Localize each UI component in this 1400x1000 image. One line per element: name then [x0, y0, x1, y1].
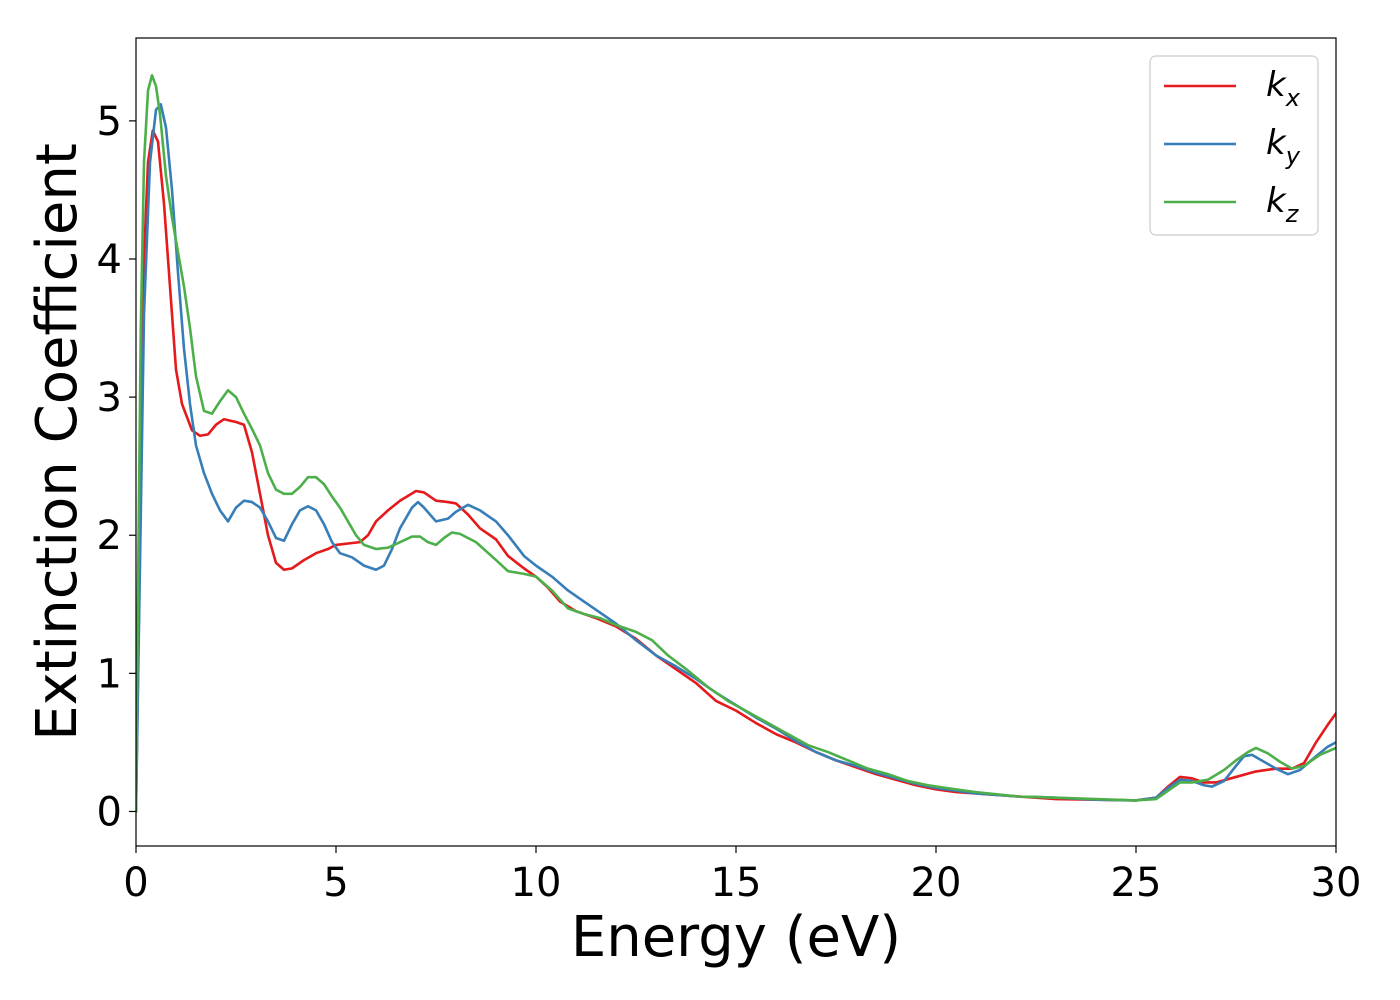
y-axis-title: Extinction Coefficient: [25, 143, 90, 741]
legend: kx ky kz: [1149, 55, 1319, 236]
series-line-ky: [136, 103, 1336, 813]
series-line-kz: [136, 73, 1336, 813]
x-tick-label: 5: [323, 860, 348, 906]
x-tick-label: 30: [1311, 860, 1362, 906]
x-tick-label: 20: [911, 860, 962, 906]
legend-box: [1149, 55, 1319, 236]
y-tick-label: 3: [97, 375, 122, 421]
legend-label-kz: kz: [1266, 181, 1300, 228]
y-tick-label: 4: [97, 237, 122, 283]
x-tick-label: 15: [711, 860, 762, 906]
x-tick-label: 10: [511, 860, 562, 906]
legend-label-ky: ky: [1266, 123, 1301, 170]
legend-label-kx: kx: [1266, 65, 1301, 112]
y-axis: 0 1 2 3 4 5: [97, 99, 136, 835]
y-tick-label: 1: [97, 651, 122, 697]
x-tick-label: 25: [1111, 860, 1162, 906]
y-tick-label: 5: [97, 99, 122, 145]
y-tick-label: 0: [97, 789, 122, 835]
x-tick-label: 0: [123, 860, 148, 906]
y-tick-label: 2: [97, 513, 122, 559]
x-axis: 0 5 10 15 20 25 30: [123, 846, 1361, 906]
series-layer: [136, 73, 1336, 813]
x-axis-title: Energy (eV): [571, 905, 901, 970]
